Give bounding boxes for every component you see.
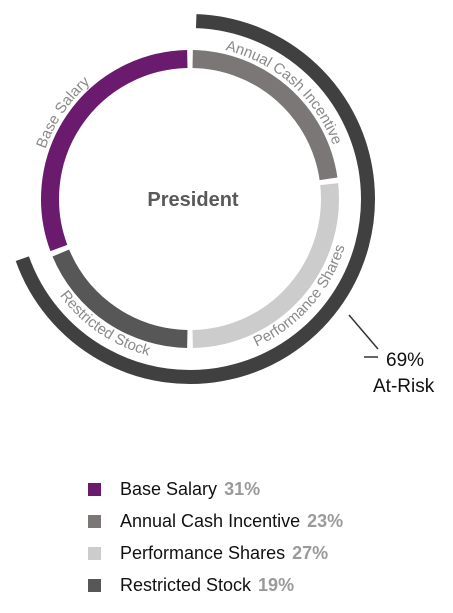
legend-swatch — [88, 482, 101, 496]
legend-label: Base Salary — [120, 478, 218, 499]
slice-performance-shares — [192, 183, 339, 348]
legend-item-restricted-stock: Restricted Stock 19% — [88, 574, 343, 596]
at-risk-ring — [15, 14, 375, 384]
legend-label: Annual Cash Incentive — [120, 510, 301, 531]
legend-item-annual-cash-incentive: Annual Cash Incentive 23% — [88, 510, 343, 532]
legend-item-base-salary: Base Salary 31% — [88, 478, 343, 500]
legend-label: Restricted Stock — [120, 574, 252, 595]
legend-swatch — [88, 546, 101, 560]
legend-value: 31% — [224, 478, 261, 499]
at-risk-label: At-Risk — [373, 376, 435, 397]
legend-label: Performance Shares — [120, 542, 286, 563]
at-risk-leader-line — [348, 314, 379, 350]
legend: Base Salary 31% Annual Cash Incentive 23… — [88, 478, 343, 606]
at-risk-percent: 69% — [386, 350, 424, 371]
legend-value: 27% — [292, 542, 329, 563]
at-risk-ring-group — [15, 14, 375, 384]
slices-group — [41, 50, 339, 348]
legend-swatch — [88, 514, 101, 528]
legend-swatch — [88, 578, 101, 592]
slice-base-salary — [41, 50, 188, 252]
slice-annual-cash-incentive — [192, 50, 338, 181]
legend-item-performance-shares: Performance Shares 27% — [88, 542, 343, 564]
legend-value: 19% — [258, 574, 295, 595]
legend-value: 23% — [307, 510, 344, 531]
center-title: President — [147, 189, 238, 211]
slice-restricted-stock — [52, 249, 188, 348]
